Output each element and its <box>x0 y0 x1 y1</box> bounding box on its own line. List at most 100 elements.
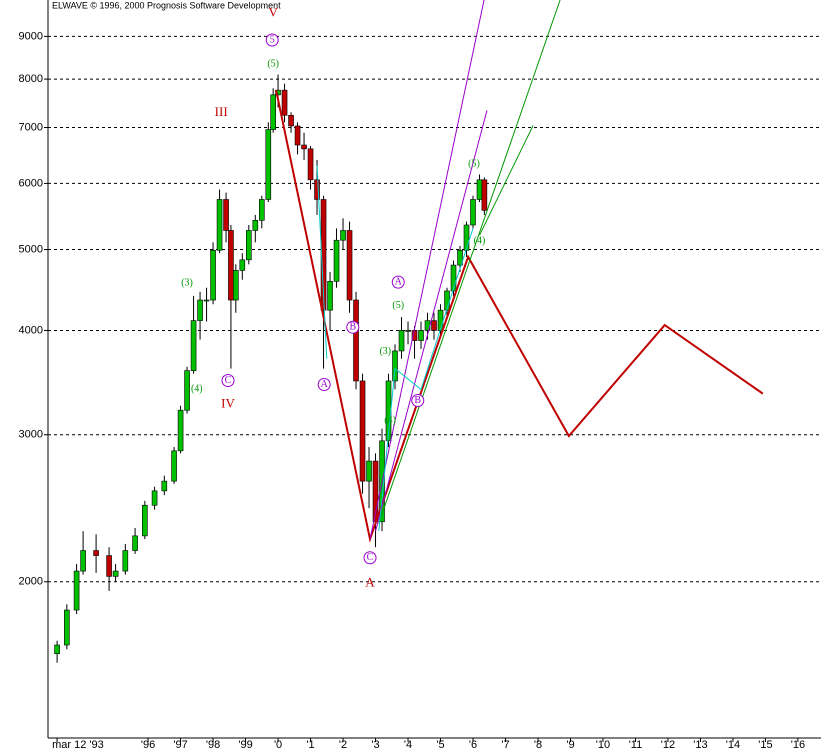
candle-body <box>239 259 246 271</box>
wave-label: A <box>395 276 403 287</box>
x-tick-label: mar 12 '93 <box>52 739 104 751</box>
candle-body <box>470 199 476 226</box>
x-tick-label: '11 <box>629 739 643 751</box>
candle-body <box>398 330 405 352</box>
wave-label: V <box>268 5 278 20</box>
wave-line <box>275 89 764 543</box>
x-tick-label: '10 <box>596 739 610 751</box>
candle-body <box>481 179 488 211</box>
wave-label: IV <box>221 396 235 411</box>
candle-body <box>294 125 301 146</box>
y-tick-label: 7000 <box>19 121 43 133</box>
candle-body <box>80 550 86 572</box>
wave-line <box>378 0 561 524</box>
wave-label: A <box>365 575 375 590</box>
wave-label: B <box>414 395 421 406</box>
candle-body <box>112 570 119 577</box>
candle-body <box>288 114 294 127</box>
y-tick-label: 8000 <box>19 73 43 85</box>
candle-body <box>265 129 272 200</box>
chart-title: ELWAVE © 1996, 2000 Prognosis Software D… <box>52 0 281 10</box>
wave-line <box>378 228 474 532</box>
y-tick-label: 3000 <box>19 429 43 441</box>
y-tick-label: 4000 <box>19 324 43 336</box>
candle-body <box>457 249 463 266</box>
label-circle <box>317 378 331 392</box>
candle-body <box>210 249 216 301</box>
candle-body <box>93 550 99 556</box>
wave-label: 5 <box>270 34 275 45</box>
wave-label: B <box>349 321 356 332</box>
wave-label: (5) <box>267 58 279 69</box>
wave-label: C <box>225 375 232 386</box>
candle-body <box>161 480 168 492</box>
candle-body <box>151 490 158 506</box>
wave-line <box>479 125 534 236</box>
x-tick-label: '12 <box>661 739 675 751</box>
label-circle <box>391 275 405 289</box>
y-tick-label: 6000 <box>19 177 43 189</box>
candle-body <box>228 230 234 301</box>
x-tick-label: '16 <box>791 739 805 751</box>
candle-body <box>327 281 333 311</box>
candle-body <box>122 550 129 572</box>
candle-body <box>184 370 190 411</box>
candle-body <box>142 504 148 537</box>
wave-label: (4) <box>474 236 486 247</box>
wave-label: (3) <box>181 278 193 289</box>
candle-body <box>252 219 259 231</box>
candle-body <box>190 320 197 371</box>
x-tick-label: '5 <box>436 739 444 751</box>
label-circle <box>346 320 360 334</box>
x-tick-label: '1 <box>306 739 314 751</box>
wave-line <box>316 165 328 359</box>
candle-body <box>301 144 307 150</box>
candle-body <box>233 270 239 301</box>
candle-body <box>106 555 112 577</box>
candle-body <box>203 299 210 302</box>
x-tick-label: '4 <box>404 739 412 751</box>
wave-label: (4) <box>191 384 203 395</box>
x-tick-label: '8 <box>534 739 542 751</box>
candle-body <box>259 199 265 221</box>
candle-body <box>270 94 276 130</box>
x-tick-label: '97 <box>173 739 187 751</box>
candle-body <box>73 570 80 611</box>
label-circle <box>411 394 425 408</box>
wave-line <box>375 110 488 532</box>
candle-body <box>171 450 177 482</box>
wave-line <box>369 0 485 540</box>
candle-body <box>431 320 437 331</box>
x-tick-label: '2 <box>339 739 347 751</box>
candle-body <box>216 199 223 251</box>
x-tick-label: '14 <box>726 739 740 751</box>
candle-body <box>281 89 288 116</box>
x-tick-label: '7 <box>501 739 509 751</box>
candle-body <box>359 380 366 482</box>
candle-body <box>366 460 372 482</box>
wave-label: C <box>367 552 374 563</box>
label-circle <box>363 551 377 565</box>
label-circle <box>221 374 235 388</box>
candle-body <box>54 644 60 655</box>
y-tick-label: 2000 <box>19 576 43 588</box>
wave-label: (5) <box>468 158 480 169</box>
candle-body <box>177 409 184 452</box>
candle-body <box>346 230 353 301</box>
candle-body <box>197 299 203 321</box>
candle-body <box>132 535 138 551</box>
candle-body <box>405 330 411 332</box>
x-tick-label: '15 <box>758 739 772 751</box>
x-tick-label: '9 <box>566 739 574 751</box>
x-tick-label: '0 <box>274 739 282 751</box>
candle-body <box>314 179 320 200</box>
candle-body <box>333 239 340 282</box>
candle-body <box>307 148 314 181</box>
wave-label: (4) <box>384 415 396 426</box>
x-tick-label: '96 <box>141 739 155 751</box>
candle-body <box>353 299 359 382</box>
candle-body <box>246 230 252 261</box>
wave-label: (3) <box>379 346 391 357</box>
candle-body <box>340 230 346 241</box>
